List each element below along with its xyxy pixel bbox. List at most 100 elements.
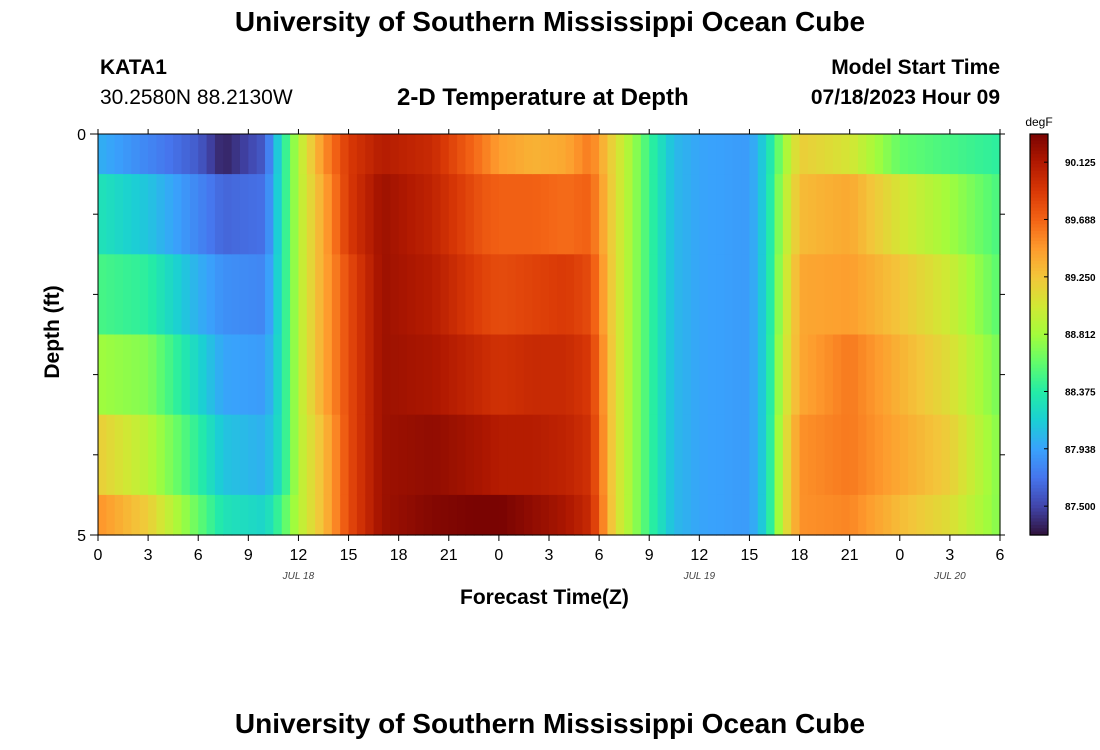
heatmap-cell bbox=[849, 494, 859, 536]
heatmap-cell bbox=[690, 254, 700, 336]
heatmap-cell bbox=[716, 494, 725, 536]
colorbar-segment bbox=[1030, 271, 1048, 275]
heatmap-cell bbox=[924, 414, 934, 496]
heatmap-cell bbox=[657, 494, 667, 536]
x-tick-label: 0 bbox=[94, 547, 103, 564]
heatmap-cell bbox=[707, 254, 717, 336]
heatmap-cell bbox=[766, 134, 776, 175]
heatmap-cell bbox=[908, 414, 918, 496]
heatmap-cell bbox=[716, 334, 725, 416]
heatmap-cell bbox=[381, 174, 391, 255]
heatmap-cell bbox=[323, 134, 333, 175]
heatmap-cell bbox=[832, 414, 842, 496]
colorbar-segment bbox=[1030, 304, 1048, 309]
heatmap-cell bbox=[624, 134, 634, 175]
colorbar-tick-label: 88.812 bbox=[1065, 330, 1096, 341]
colorbar-segment bbox=[1030, 347, 1048, 352]
heatmap-cell bbox=[816, 174, 826, 255]
heatmap-cell bbox=[690, 494, 700, 536]
heatmap-cell bbox=[148, 334, 158, 416]
colorbar-segment bbox=[1030, 160, 1048, 165]
heatmap-cell bbox=[223, 494, 233, 536]
heatmap-cell bbox=[782, 494, 792, 536]
heatmap-cell bbox=[866, 174, 876, 255]
heatmap-cell bbox=[281, 334, 291, 416]
heatmap-cell bbox=[181, 414, 191, 496]
temperature-depth-chart: 0 3 6 9 12 15 18 21 0 3 6 9 12 15 18 21 0 3 6 05 JUL 18 JUL… bbox=[77, 115, 1096, 582]
heatmap-cell bbox=[958, 414, 968, 496]
heatmap-cell bbox=[649, 134, 659, 175]
heatmap-cell bbox=[657, 254, 667, 336]
heatmap-cell bbox=[373, 174, 383, 255]
heatmap-cell bbox=[858, 414, 867, 496]
heatmap-cell bbox=[574, 334, 584, 416]
heatmap-cell bbox=[448, 494, 458, 536]
heatmap-cell bbox=[532, 414, 542, 496]
heatmap-cell bbox=[465, 414, 475, 496]
colorbar-segment bbox=[1030, 144, 1048, 148]
heatmap-cell bbox=[373, 334, 383, 416]
heatmap-cell bbox=[674, 414, 684, 496]
heatmap-cell bbox=[590, 494, 600, 536]
heatmap-cell bbox=[106, 494, 116, 536]
heatmap-cell bbox=[732, 134, 742, 175]
heatmap-cell bbox=[674, 334, 684, 416]
heatmap-cell bbox=[457, 254, 467, 336]
heatmap-cell bbox=[290, 174, 300, 255]
heatmap-cell bbox=[98, 174, 107, 255]
heatmap-cell bbox=[991, 254, 1001, 336]
model-start-label: Model Start Time bbox=[831, 56, 1000, 79]
heatmap-cell bbox=[131, 174, 141, 255]
heatmap-cell bbox=[866, 254, 876, 336]
colorbar-tick-label: 87.938 bbox=[1065, 445, 1096, 456]
colorbar-segment bbox=[1030, 401, 1048, 406]
heatmap-cell bbox=[540, 134, 550, 175]
colorbar-segment bbox=[1030, 237, 1048, 242]
heatmap-cell bbox=[966, 174, 976, 255]
heatmap-cell bbox=[415, 414, 425, 496]
heatmap-cell bbox=[265, 134, 274, 175]
heatmap-cell bbox=[657, 174, 667, 255]
heatmap-cell bbox=[306, 134, 316, 175]
heatmap-cell bbox=[265, 174, 274, 255]
heatmap-cell bbox=[807, 134, 817, 175]
colorbar-segment bbox=[1030, 337, 1048, 342]
colorbar-segment bbox=[1030, 214, 1048, 219]
heatmap-cell bbox=[732, 494, 742, 536]
heatmap-cell bbox=[924, 134, 934, 175]
heatmap-cell bbox=[883, 134, 893, 175]
heatmap-cell bbox=[98, 334, 107, 416]
heatmap-cell bbox=[440, 174, 450, 255]
colorbar-segment bbox=[1030, 164, 1048, 169]
x-tick-label: 9 bbox=[645, 547, 654, 564]
heatmap-cell bbox=[807, 254, 817, 336]
heatmap-cell bbox=[123, 134, 133, 175]
heatmap-cell bbox=[807, 174, 817, 255]
heatmap-cell bbox=[791, 414, 801, 496]
heatmap-cell bbox=[649, 414, 659, 496]
heatmap-cell bbox=[624, 414, 634, 496]
heatmap-cell bbox=[181, 174, 191, 255]
heatmap-cell bbox=[615, 414, 625, 496]
heatmap-cell bbox=[239, 174, 249, 255]
heatmap-cell bbox=[908, 334, 918, 416]
heatmap-cell bbox=[899, 174, 909, 255]
heatmap-cell bbox=[899, 414, 909, 496]
heatmap-cell bbox=[373, 414, 383, 496]
colorbar-tick-label: 87.500 bbox=[1065, 502, 1096, 513]
x-axis-ticks: 0 3 6 9 12 15 18 21 0 3 6 9 12 15 18 21 0 3 6 bbox=[94, 129, 1005, 564]
colorbar-segment bbox=[1030, 240, 1048, 245]
heatmap-cell bbox=[657, 334, 667, 416]
heatmap-cell bbox=[331, 254, 341, 336]
heatmap-cell bbox=[941, 134, 951, 175]
heatmap-cell bbox=[941, 334, 951, 416]
heatmap-cell bbox=[724, 414, 734, 496]
heatmap-cell bbox=[883, 494, 893, 536]
heatmap-cell bbox=[490, 414, 500, 496]
heatmap-cell bbox=[306, 174, 316, 255]
colorbar-tick-label: 90.125 bbox=[1065, 158, 1096, 169]
heatmap-cell bbox=[365, 414, 375, 496]
heatmap-cell bbox=[415, 254, 425, 336]
heatmap-cell bbox=[966, 494, 976, 536]
date-label: JUL 18 bbox=[282, 571, 315, 582]
